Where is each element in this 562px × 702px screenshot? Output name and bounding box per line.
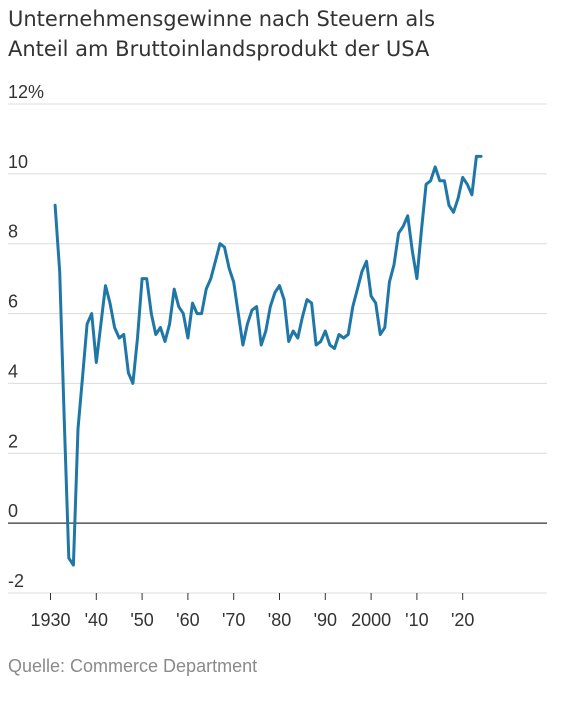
y-tick-label: 2	[8, 431, 18, 451]
y-tick-label: 8	[8, 222, 18, 242]
x-tick-label: '60	[176, 610, 199, 630]
x-tick-label: 2000	[351, 610, 391, 630]
x-tick-label: '40	[85, 610, 108, 630]
x-tick-label: '90	[314, 610, 337, 630]
y-tick-label: 6	[8, 292, 18, 312]
x-tick-label: '70	[222, 610, 245, 630]
y-tick-label: -2	[8, 571, 24, 591]
chart-title: Unternehmensgewinne nach Steuern als Ant…	[8, 4, 558, 64]
x-tick-label: '10	[405, 610, 428, 630]
y-tick-label: 0	[8, 501, 18, 521]
chart-title-line-2: Anteil am Bruttoinlandsprodukt der USA	[8, 37, 430, 61]
data-series-line	[53, 154, 483, 567]
source-note: Quelle: Commerce Department	[8, 656, 258, 676]
x-tick-label: '80	[268, 610, 291, 630]
y-tick-label: 12%	[8, 82, 44, 102]
y-tick-label: 4	[8, 361, 18, 381]
x-tick-label: 1930	[30, 610, 70, 630]
x-tick-label: '50	[130, 610, 153, 630]
y-tick-label: 10	[8, 152, 28, 172]
chart-title-line-1: Unternehmensgewinne nach Steuern als	[8, 7, 436, 31]
x-tick-label: '20	[451, 610, 474, 630]
line-chart: 12% 10 8 6 4 2 0 -2 1930 '40 '50 '60 '70 '80 '90 2000 '1…	[8, 82, 547, 630]
